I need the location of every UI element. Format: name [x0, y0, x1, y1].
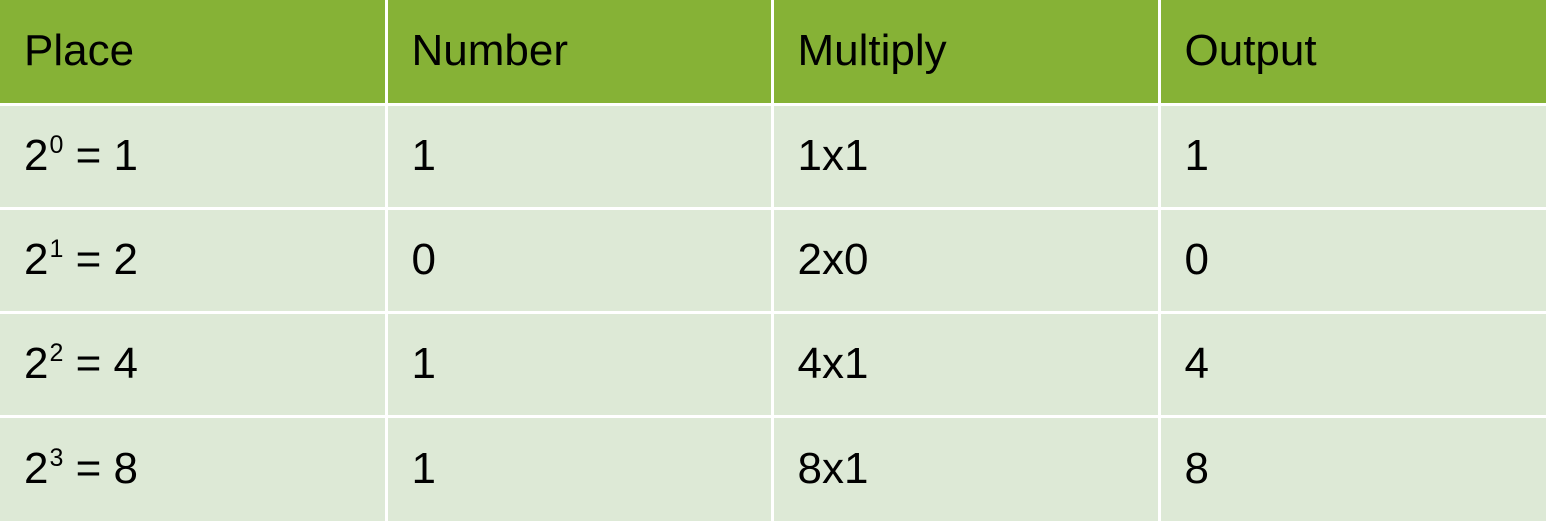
header-output: Output: [1159, 0, 1546, 106]
table-row: 21 = 2 0 2x0 0: [0, 208, 1546, 314]
multiply-cell: 8x1: [772, 416, 1161, 524]
multiply-cell: 1x1: [772, 104, 1161, 210]
table-row: 22 = 4 1 4x1 4: [0, 312, 1546, 418]
number-cell: 0: [386, 208, 774, 314]
place-cell: 20 = 1: [0, 104, 388, 210]
place-value: = 2: [63, 235, 139, 284]
place-value: = 8: [63, 444, 139, 493]
place-base: 2: [24, 444, 49, 493]
header-multiply: Multiply: [772, 0, 1161, 106]
place-base: 2: [24, 235, 49, 284]
multiply-cell: 4x1: [772, 312, 1161, 418]
place-cell: 23 = 8: [0, 416, 388, 524]
place-exponent: 0: [49, 131, 64, 159]
number-cell: 1: [386, 416, 774, 524]
place-base: 2: [24, 339, 49, 388]
number-cell: 1: [386, 312, 774, 418]
table-header: Place Number Multiply Output: [0, 0, 1546, 106]
output-cell: 1: [1159, 104, 1546, 210]
table-row: 20 = 1 1 1x1 1: [0, 104, 1546, 210]
multiply-cell: 2x0: [772, 208, 1161, 314]
output-cell: 4: [1159, 312, 1546, 418]
header-number: Number: [386, 0, 774, 106]
place-value: = 4: [63, 339, 139, 388]
table-body: 20 = 1 1 1x1 1 21 = 2 0 2x0 0 22 = 4 1 4…: [0, 104, 1546, 524]
place-cell: 22 = 4: [0, 312, 388, 418]
output-cell: 8: [1159, 416, 1546, 524]
place-exponent: 1: [49, 235, 64, 263]
place-exponent: 2: [49, 339, 64, 367]
header-row: Place Number Multiply Output: [0, 0, 1546, 106]
place-value: = 1: [63, 131, 139, 180]
number-cell: 1: [386, 104, 774, 210]
table-row: 23 = 8 1 8x1 8: [0, 416, 1546, 524]
place-base: 2: [24, 131, 49, 180]
place-exponent: 3: [49, 444, 64, 472]
header-place: Place: [0, 0, 388, 106]
output-cell: 0: [1159, 208, 1546, 314]
place-cell: 21 = 2: [0, 208, 388, 314]
